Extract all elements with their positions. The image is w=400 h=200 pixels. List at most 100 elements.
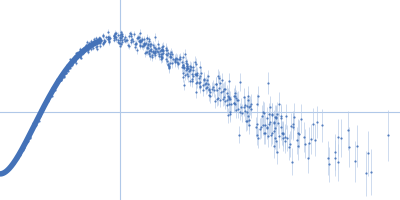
Point xyxy=(101,38,107,41)
Point xyxy=(212,100,218,103)
Point xyxy=(112,32,118,36)
Point xyxy=(72,59,79,62)
Point xyxy=(268,133,274,136)
Point xyxy=(287,142,294,145)
Point xyxy=(65,64,71,68)
Point xyxy=(97,36,103,40)
Point xyxy=(203,86,210,89)
Point xyxy=(204,79,210,82)
Point xyxy=(184,65,190,68)
Point xyxy=(180,75,186,79)
Point xyxy=(93,40,100,43)
Point xyxy=(85,46,91,50)
Point xyxy=(147,45,154,48)
Point xyxy=(222,100,228,103)
Point xyxy=(30,125,36,128)
Point xyxy=(177,56,184,59)
Point xyxy=(296,132,302,135)
Point xyxy=(354,145,360,148)
Point xyxy=(262,132,268,135)
Point xyxy=(227,112,233,115)
Point xyxy=(40,106,46,109)
Point xyxy=(146,49,153,52)
Point xyxy=(272,127,279,130)
Point xyxy=(163,53,170,56)
Point xyxy=(180,56,186,59)
Point xyxy=(174,62,181,66)
Point xyxy=(118,42,124,46)
Point xyxy=(206,89,212,92)
Point xyxy=(165,63,171,66)
Point xyxy=(105,38,111,41)
Point xyxy=(280,132,286,136)
Point xyxy=(136,40,142,43)
Point xyxy=(213,83,219,86)
Point xyxy=(232,92,238,95)
Point xyxy=(226,97,233,101)
Point xyxy=(310,122,316,125)
Point xyxy=(184,67,190,70)
Point xyxy=(267,120,273,123)
Point xyxy=(167,53,174,56)
Point xyxy=(40,107,46,110)
Point xyxy=(67,63,73,67)
Point xyxy=(286,145,292,148)
Point xyxy=(147,55,153,58)
Point xyxy=(100,42,107,45)
Point xyxy=(166,55,173,58)
Point xyxy=(118,34,125,37)
Point xyxy=(138,38,145,41)
Point xyxy=(132,42,138,45)
Point xyxy=(78,53,85,57)
Point xyxy=(61,72,68,75)
Point xyxy=(205,82,211,86)
Point xyxy=(338,137,344,140)
Point xyxy=(104,37,111,40)
Point xyxy=(227,103,234,106)
Point xyxy=(181,67,188,70)
Point xyxy=(163,48,170,51)
Point xyxy=(273,140,280,143)
Point xyxy=(119,38,126,41)
Point xyxy=(121,38,127,41)
Point xyxy=(244,105,250,108)
Point xyxy=(274,112,280,116)
Point xyxy=(180,66,187,69)
Point xyxy=(98,38,105,41)
Point xyxy=(136,40,143,43)
Point xyxy=(216,98,223,101)
Point xyxy=(182,74,188,77)
Point xyxy=(198,72,204,75)
Point xyxy=(185,75,191,78)
Point xyxy=(92,43,98,46)
Point xyxy=(224,94,231,97)
Point xyxy=(272,115,279,118)
Point xyxy=(32,124,38,127)
Point xyxy=(111,38,118,41)
Point xyxy=(77,50,84,53)
Point xyxy=(116,38,123,41)
Point xyxy=(142,52,148,55)
Point xyxy=(115,38,122,41)
Point xyxy=(214,97,220,100)
Point xyxy=(136,35,143,38)
Point xyxy=(200,88,206,91)
Point xyxy=(245,115,252,118)
Point xyxy=(106,40,112,43)
Point xyxy=(72,59,78,62)
Point xyxy=(128,39,135,42)
Point xyxy=(184,66,191,69)
Point xyxy=(77,54,83,58)
Point xyxy=(182,52,188,56)
Point xyxy=(146,40,152,43)
Point xyxy=(89,45,96,48)
Point xyxy=(45,93,52,97)
Point xyxy=(232,102,239,106)
Point xyxy=(65,69,72,72)
Point xyxy=(27,132,34,135)
Point xyxy=(158,55,165,59)
Point xyxy=(110,37,117,40)
Point xyxy=(58,77,64,80)
Point xyxy=(168,62,175,65)
Point xyxy=(50,85,56,88)
